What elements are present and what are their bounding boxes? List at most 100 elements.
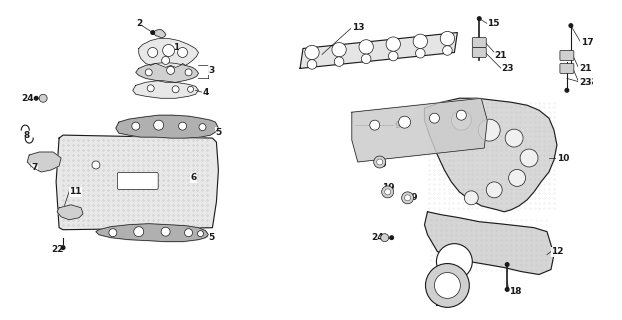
Circle shape [161,227,170,236]
Circle shape [429,113,439,123]
Circle shape [145,69,152,76]
Circle shape [199,124,206,131]
Circle shape [185,229,193,237]
FancyBboxPatch shape [560,51,574,60]
Circle shape [147,85,154,92]
Text: 11: 11 [69,188,81,196]
Circle shape [92,161,100,169]
Polygon shape [56,135,218,230]
Text: 12: 12 [551,247,564,256]
Circle shape [305,45,319,60]
Circle shape [386,37,401,51]
Text: 13: 13 [352,23,364,32]
Circle shape [443,46,452,55]
FancyBboxPatch shape [560,63,574,73]
Text: 10: 10 [557,154,569,163]
Text: 24: 24 [21,94,34,103]
Circle shape [307,60,317,69]
Circle shape [185,69,192,76]
Polygon shape [424,212,554,275]
Circle shape [109,229,117,237]
Polygon shape [352,98,487,162]
Circle shape [478,119,500,141]
Polygon shape [27,152,61,172]
Polygon shape [96,224,208,242]
Circle shape [569,24,573,28]
Circle shape [384,189,391,195]
Circle shape [162,44,175,56]
FancyBboxPatch shape [472,47,486,58]
Text: 15: 15 [487,19,499,28]
Polygon shape [152,29,165,37]
Circle shape [440,31,455,46]
Polygon shape [424,98,557,212]
Circle shape [167,67,175,74]
Circle shape [147,47,157,58]
Circle shape [565,89,569,92]
Text: 4: 4 [203,88,209,97]
Text: 21: 21 [579,64,592,73]
Text: 14: 14 [434,299,447,308]
Circle shape [402,192,414,204]
Text: 1: 1 [172,43,179,52]
Circle shape [465,191,478,205]
Circle shape [334,57,344,67]
Text: 9: 9 [394,121,401,130]
Circle shape [361,54,371,64]
Circle shape [505,288,509,291]
Circle shape [478,17,481,20]
Circle shape [404,195,411,201]
Circle shape [369,120,379,130]
Text: 23: 23 [501,64,514,73]
Circle shape [179,122,187,130]
Polygon shape [300,33,457,68]
FancyBboxPatch shape [472,37,486,47]
Polygon shape [57,205,83,220]
Circle shape [505,129,523,147]
Text: 7: 7 [31,164,37,172]
Circle shape [457,110,466,120]
Text: 5: 5 [215,128,221,137]
Text: 24: 24 [372,233,384,242]
Polygon shape [136,62,198,82]
Circle shape [178,47,188,58]
Circle shape [34,96,38,100]
Text: 19: 19 [404,193,417,202]
Circle shape [399,116,411,128]
Circle shape [374,156,386,168]
Text: 5: 5 [208,233,215,242]
Circle shape [39,94,47,102]
Polygon shape [139,38,198,68]
Circle shape [389,51,398,61]
Text: 17: 17 [581,38,593,47]
Circle shape [434,273,460,298]
Circle shape [425,264,470,307]
Circle shape [359,40,373,54]
Circle shape [151,31,154,34]
Circle shape [188,86,193,92]
Circle shape [162,56,170,64]
Text: 20: 20 [374,160,387,170]
Circle shape [172,86,179,93]
Circle shape [381,234,389,242]
Text: 16: 16 [581,78,593,87]
Text: 23: 23 [579,78,592,87]
FancyBboxPatch shape [118,172,158,189]
Circle shape [382,186,394,198]
Circle shape [198,231,203,237]
Circle shape [134,227,144,237]
Polygon shape [116,115,218,138]
Circle shape [509,170,526,186]
Circle shape [486,182,502,198]
Text: 3: 3 [208,66,215,75]
Circle shape [62,246,65,249]
Circle shape [505,263,509,266]
Text: 19: 19 [382,183,394,192]
Text: 21: 21 [494,51,507,60]
Circle shape [377,159,383,165]
Circle shape [332,43,346,57]
Text: 6: 6 [190,173,197,182]
Circle shape [132,122,140,130]
Circle shape [413,34,427,49]
Circle shape [520,149,538,167]
